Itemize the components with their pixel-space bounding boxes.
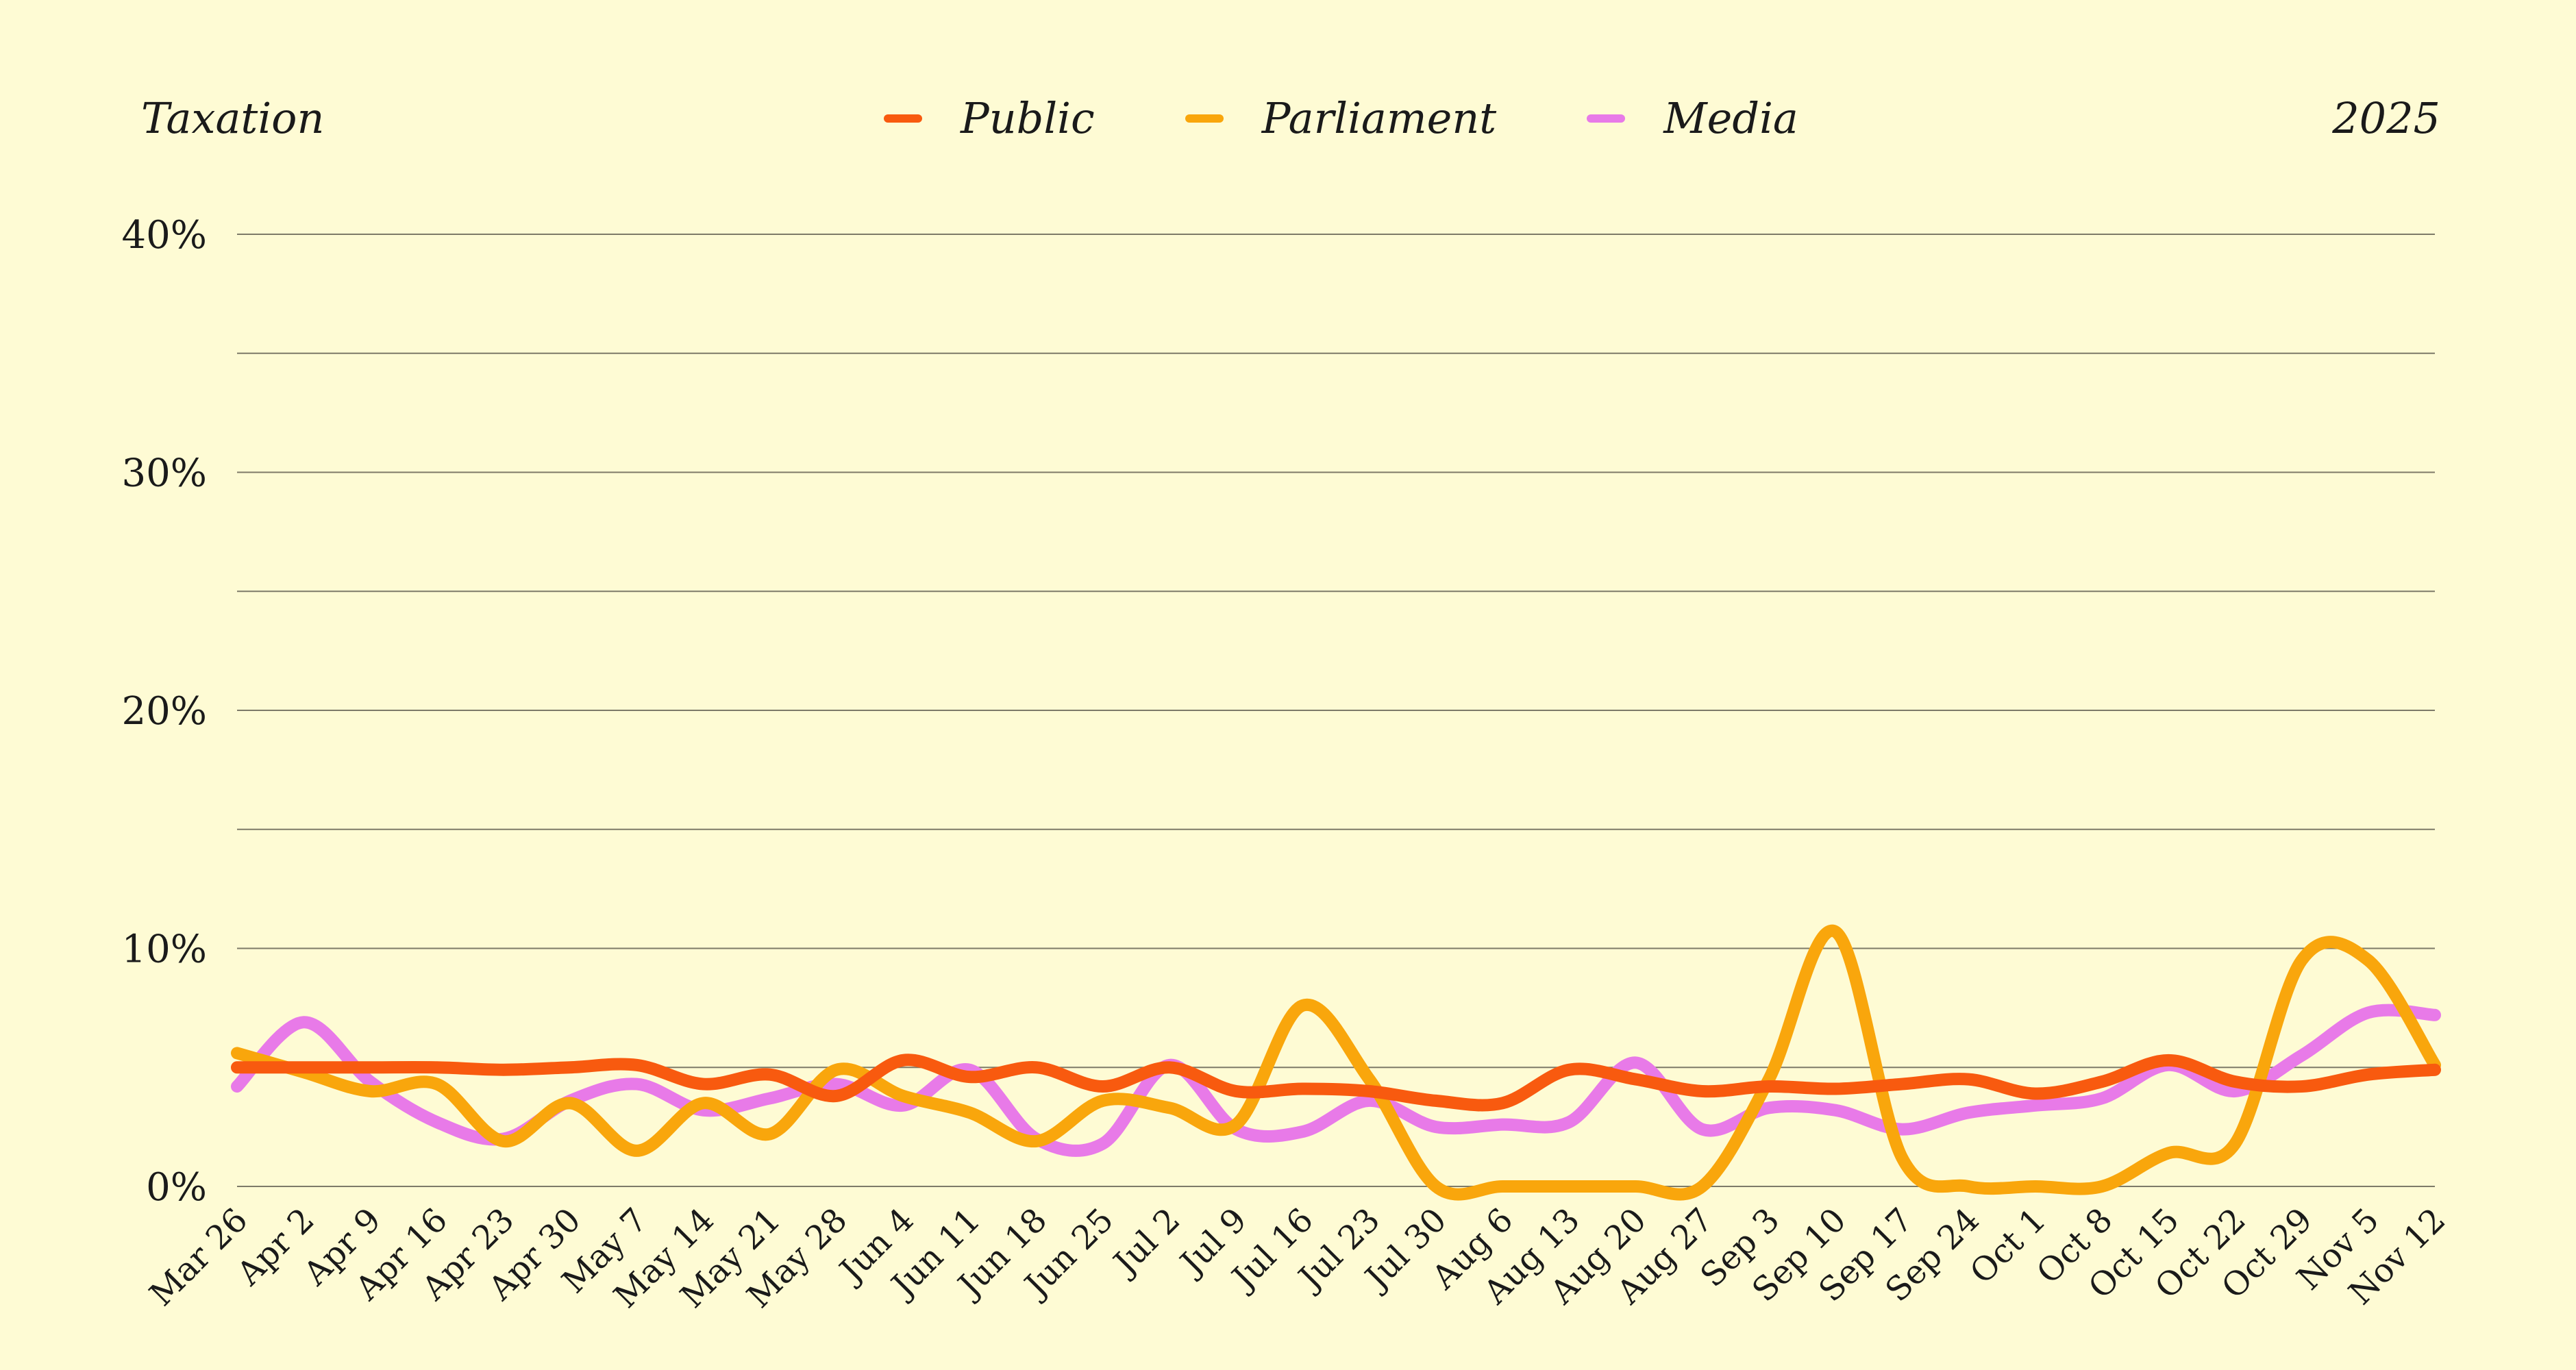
series-line-media[interactable] — [231, 1004, 2441, 1157]
y-tick-label: 0% — [146, 1165, 207, 1210]
legend-label-parliament: Parliament — [1261, 93, 1497, 143]
legend-swatch-media — [1587, 114, 1626, 123]
legend-label-public: Public — [961, 93, 1095, 143]
y-tick-label: 30% — [122, 451, 207, 496]
topic-label: Taxation — [141, 93, 325, 143]
y-axis-ticks: 0% 10% 20% 30% 40% — [122, 213, 207, 1210]
legend: Public Parliament Media — [884, 88, 1889, 149]
y-tick-label: 40% — [122, 213, 207, 258]
series-line-public[interactable] — [231, 1054, 2441, 1112]
legend-item-public[interactable]: Public — [884, 88, 1095, 149]
legend-item-parliament[interactable]: Parliament — [1185, 88, 1496, 149]
legend-item-media[interactable]: Media — [1587, 88, 1798, 149]
legend-swatch-public — [884, 114, 922, 123]
x-tick-label: Oct 1 — [1963, 1201, 2053, 1291]
legend-swatch-parliament — [1185, 114, 1224, 123]
x-tick-label: Jul 2 — [1104, 1201, 1188, 1284]
series-line-parliament[interactable] — [231, 924, 2441, 1201]
year-label: 2025 — [2332, 93, 2440, 143]
legend-label-media: Media — [1663, 93, 1798, 143]
y-tick-label: 10% — [122, 927, 207, 972]
grid-lines — [237, 234, 2435, 1187]
series-lines — [231, 924, 2441, 1201]
x-tick-label: Apr 2 — [230, 1201, 322, 1293]
y-tick-label: 20% — [122, 689, 207, 734]
